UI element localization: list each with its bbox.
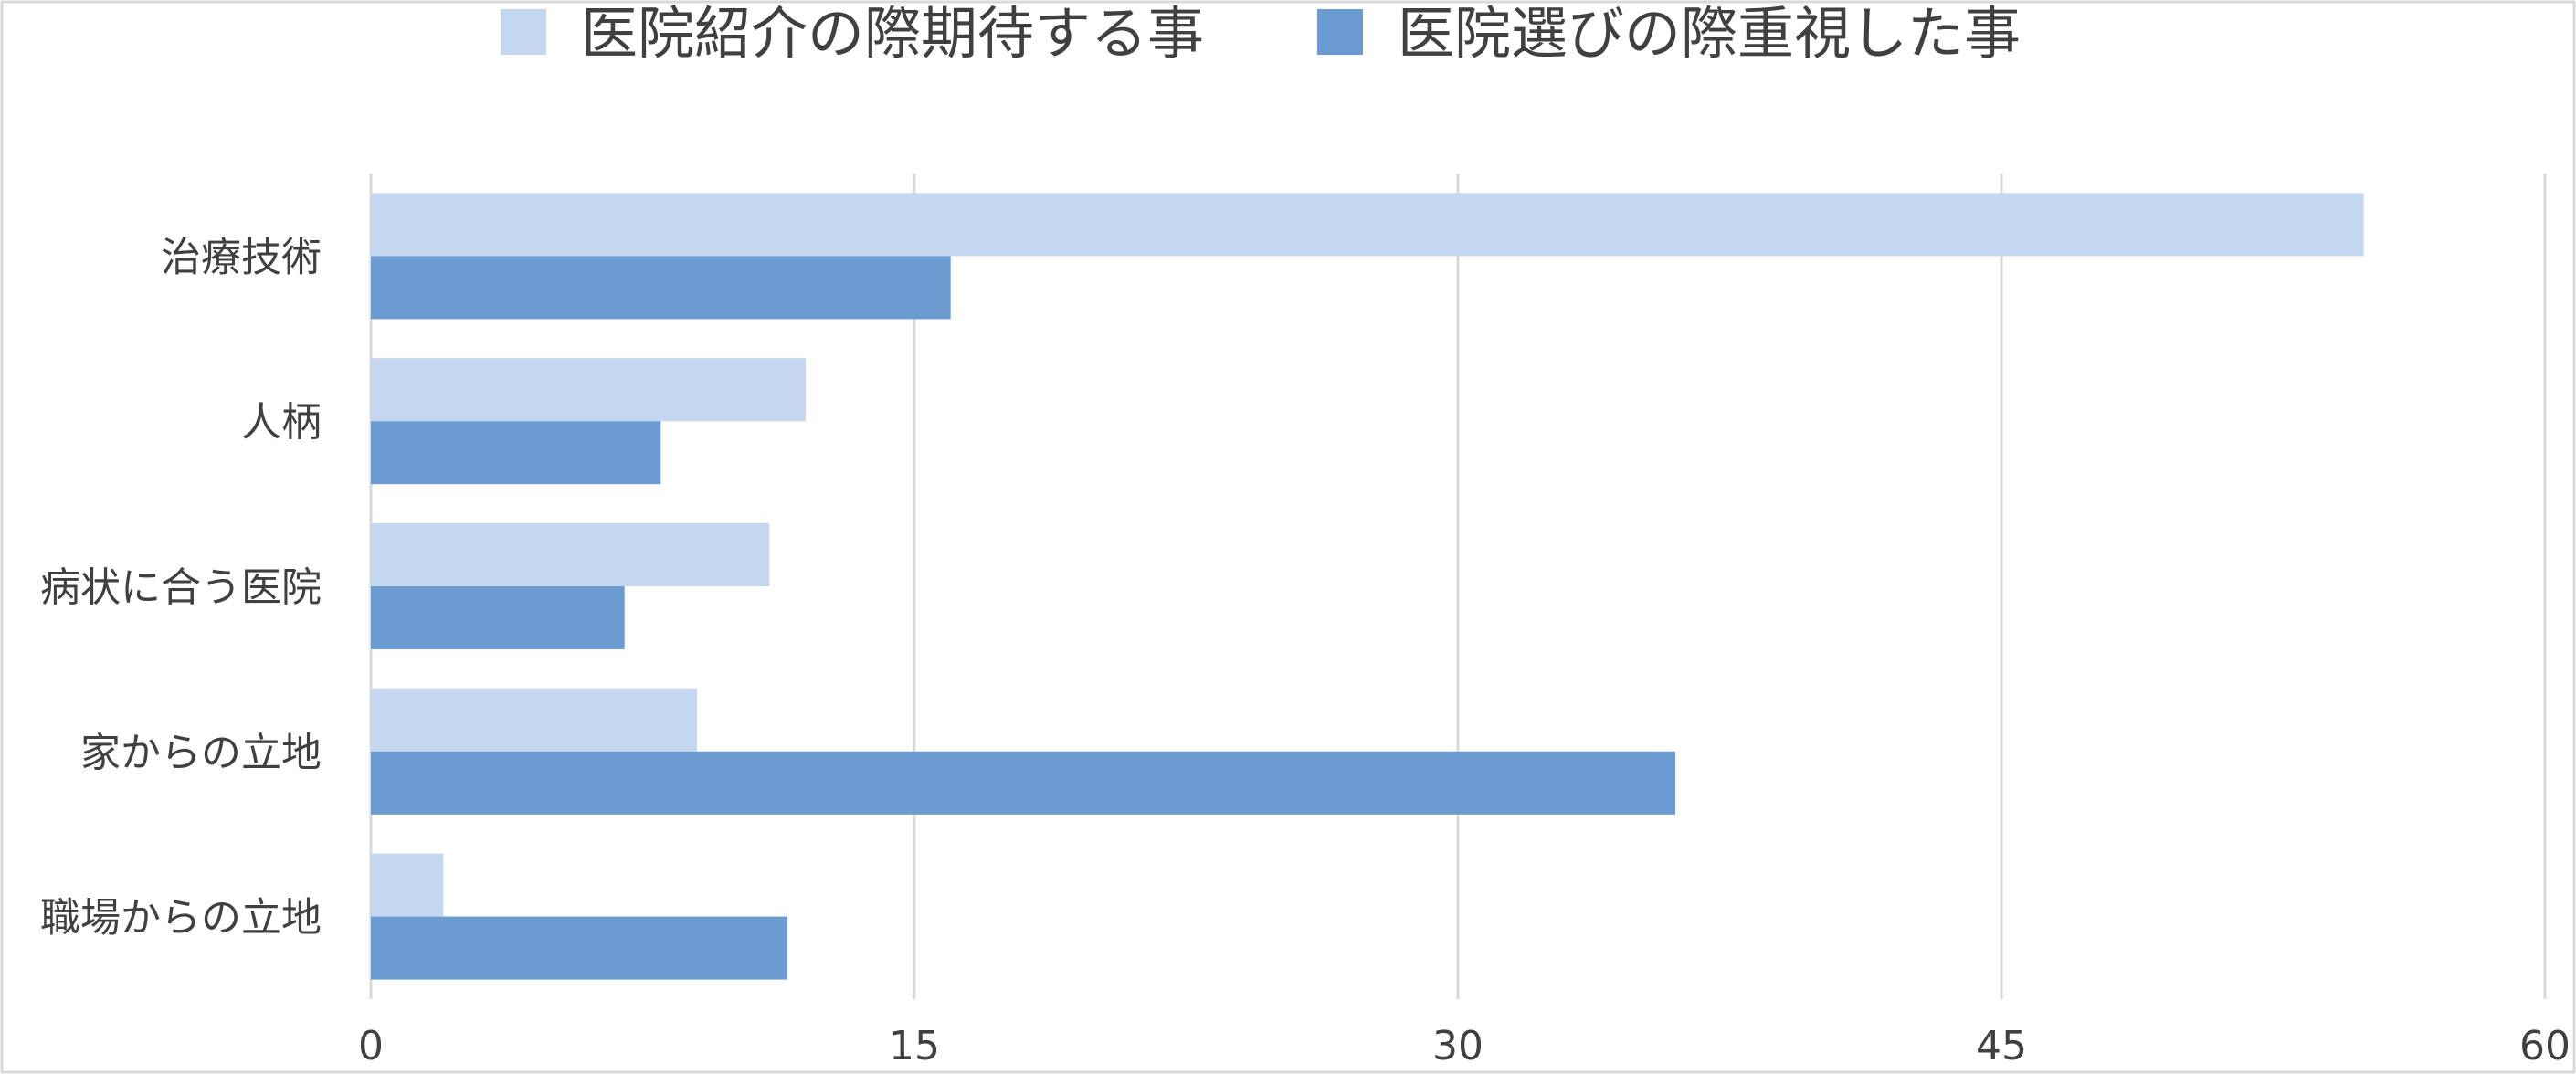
bar-series-1-category-3 (371, 523, 770, 586)
legend-swatch-series-1 (501, 9, 546, 55)
x-tick-label-60: 60 (2519, 1023, 2571, 1069)
bar-series-2-category-4 (371, 751, 1675, 815)
category-label-4: 家からの立地 (80, 730, 322, 776)
bar-series-2-category-5 (371, 916, 788, 980)
tick-labels: 0 15 30 45 60 (358, 1023, 2571, 1069)
x-tick-label-30: 30 (1432, 1023, 1483, 1069)
category-label-1: 治療技術 (161, 234, 322, 280)
bar-series-2-category-1 (371, 256, 951, 320)
bar-series-1-category-2 (371, 358, 806, 422)
legend-swatch-series-2 (1317, 9, 1363, 55)
bar-series-1-category-5 (371, 853, 444, 917)
category-label-3: 病状に合う医院 (40, 564, 322, 611)
bars (371, 193, 2364, 980)
legend-label-series-2: 医院選びの際重視した事 (1398, 0, 2021, 67)
bar-series-1-category-4 (371, 688, 697, 752)
bar-series-2-category-2 (371, 421, 661, 485)
legend-label-series-1: 医院紹介の際期待する事 (581, 0, 1204, 67)
x-tick-label-45: 45 (1976, 1023, 2027, 1069)
category-label-5: 職場からの立地 (40, 895, 322, 942)
bar-series-2-category-3 (371, 586, 625, 649)
category-label-2: 人柄 (241, 399, 322, 446)
bar-series-1-category-1 (371, 193, 2364, 257)
x-tick-label-0: 0 (358, 1023, 384, 1069)
x-tick-label-15: 15 (889, 1023, 940, 1069)
legend: 医院紹介の際期待する事 医院選びの際重視した事 (501, 0, 2021, 67)
